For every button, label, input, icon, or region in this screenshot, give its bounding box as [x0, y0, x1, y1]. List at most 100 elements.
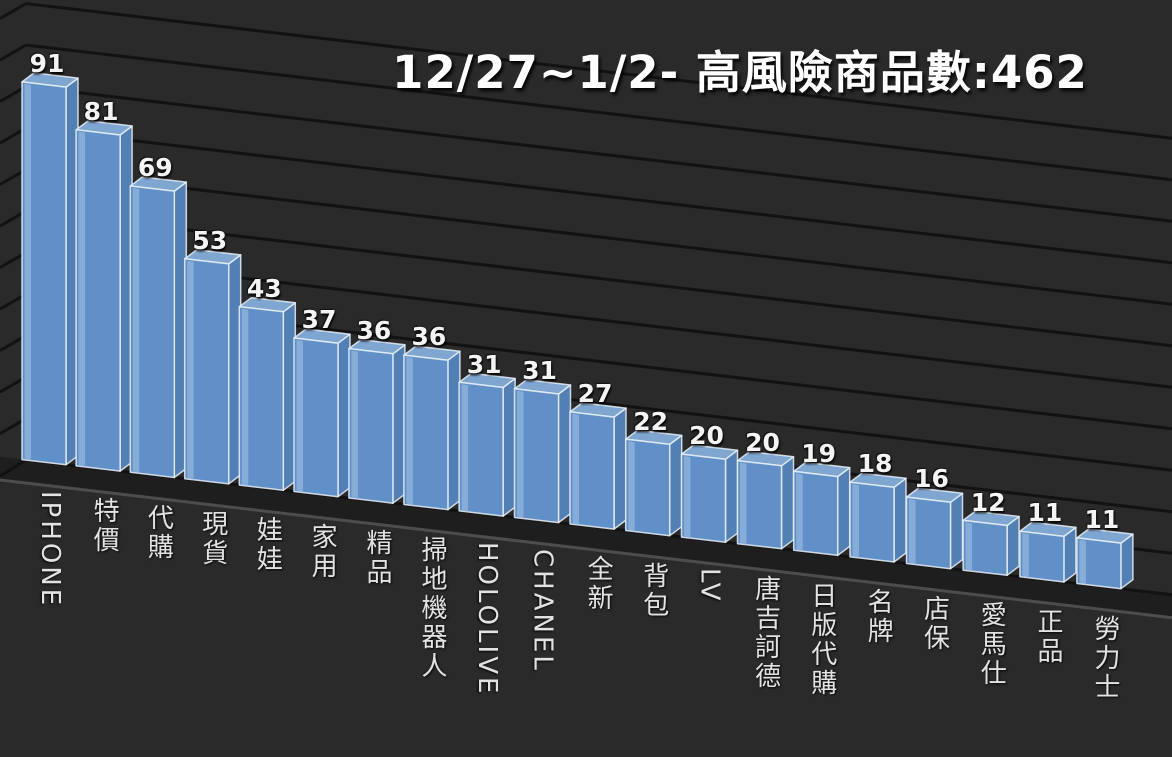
bar: [1076, 537, 1122, 590]
category-label: LV: [694, 568, 725, 604]
floor-sidewall-edge: [0, 458, 27, 478]
bar-side-face: [724, 449, 739, 543]
value-label: 69: [137, 153, 173, 183]
value-label: 22: [633, 406, 669, 436]
value-label: 20: [689, 421, 724, 451]
bar: [403, 354, 449, 511]
bar-front-highlight: [187, 260, 194, 480]
bar: [849, 481, 895, 563]
category-label: 現貨: [197, 509, 228, 568]
category-label: 背包: [638, 561, 669, 620]
bar-front-highlight: [241, 308, 249, 487]
gridline: [25, 2, 1172, 140]
bar-side-face: [1006, 515, 1020, 577]
value-label: 31: [466, 349, 502, 379]
bar-front-highlight: [572, 413, 579, 525]
category-label: HOLOLIVE: [472, 542, 503, 697]
category-label: 掃地機器人: [416, 535, 447, 681]
category-label: 愛馬仕: [976, 601, 1007, 689]
value-label: 18: [857, 449, 893, 479]
value-label: 16: [914, 464, 949, 494]
bar-front-highlight: [796, 473, 803, 552]
bar-side-face: [557, 384, 572, 524]
category-label: 全新: [583, 555, 614, 614]
bar: [129, 185, 176, 479]
bar-front-highlight: [517, 390, 524, 519]
value-label: 36: [411, 322, 447, 352]
category-label: 家用: [307, 522, 338, 581]
bar-side-face: [949, 492, 964, 570]
floor-front-edge: [0, 478, 1172, 620]
bar-front-highlight: [1022, 533, 1029, 578]
bar-front-highlight: [628, 441, 635, 532]
gridline: [25, 168, 1172, 306]
category-label: 日版代購: [806, 581, 837, 698]
bar-front-highlight: [852, 484, 859, 558]
value-label: 43: [246, 273, 282, 303]
bar-front-highlight: [296, 340, 303, 493]
category-label: 名牌: [863, 588, 894, 647]
bar: [792, 470, 839, 557]
value-label: 36: [356, 315, 392, 345]
value-label: 31: [522, 356, 557, 386]
category-label: 店保: [919, 594, 950, 653]
bar-side-face: [836, 466, 851, 557]
bar: [1019, 530, 1065, 583]
category-label: CHANEL: [527, 548, 558, 673]
gridline: [25, 85, 1172, 223]
category-label: 精品: [361, 529, 392, 588]
value-label: 11: [1027, 498, 1063, 528]
bar-front-highlight: [965, 522, 973, 572]
bar: [293, 337, 339, 498]
bar: [513, 388, 560, 524]
bar-front-highlight: [740, 462, 747, 545]
bar-side-face: [668, 434, 683, 537]
category-label: 特價: [89, 497, 120, 556]
bar-front-highlight: [461, 384, 469, 512]
bar-front-highlight: [351, 350, 358, 499]
value-label: 20: [745, 427, 780, 457]
bar-front-highlight: [684, 456, 691, 539]
bar: [238, 305, 285, 492]
bar: [624, 438, 671, 537]
bar-front-highlight: [78, 131, 86, 467]
bar-side-face: [893, 477, 907, 563]
category-label: IPHONE: [35, 490, 66, 609]
bar-side-face: [392, 344, 406, 504]
chart-title: 12/27~1/2- 高風險商品數:462: [392, 46, 1088, 99]
bar-front-highlight: [1079, 539, 1086, 585]
gridline: [25, 43, 1172, 182]
value-label: 81: [83, 97, 119, 127]
bar: [736, 459, 783, 550]
bar: [569, 411, 615, 530]
value-label: 37: [301, 305, 337, 335]
value-label: 19: [801, 438, 837, 468]
bar: [458, 381, 504, 517]
value-label: 11: [1084, 505, 1120, 535]
gridline-sidewall: [0, 43, 27, 62]
bar-front-highlight: [132, 188, 140, 474]
bar: [680, 453, 727, 543]
category-label: 勞力士: [1089, 614, 1120, 702]
bar: [21, 81, 67, 466]
category-label: 娃娃: [252, 516, 283, 575]
bar: [962, 519, 1008, 577]
category-label: 正品: [1032, 608, 1063, 667]
category-label: 唐吉訶德: [750, 574, 781, 691]
bar-side-face: [613, 407, 627, 530]
bar: [905, 496, 952, 570]
gridline-sidewall: [0, 2, 27, 20]
bar-front-highlight: [24, 83, 31, 461]
bar-front-highlight: [406, 357, 413, 506]
value-label: 53: [192, 226, 228, 256]
bar: [348, 347, 394, 504]
bar: [75, 129, 121, 472]
bar: [183, 258, 230, 485]
value-label: 12: [970, 487, 1006, 517]
floor: [0, 457, 1172, 618]
bar-side-face: [447, 350, 461, 511]
value-label: 27: [577, 379, 613, 409]
bar-side-face: [780, 456, 795, 550]
